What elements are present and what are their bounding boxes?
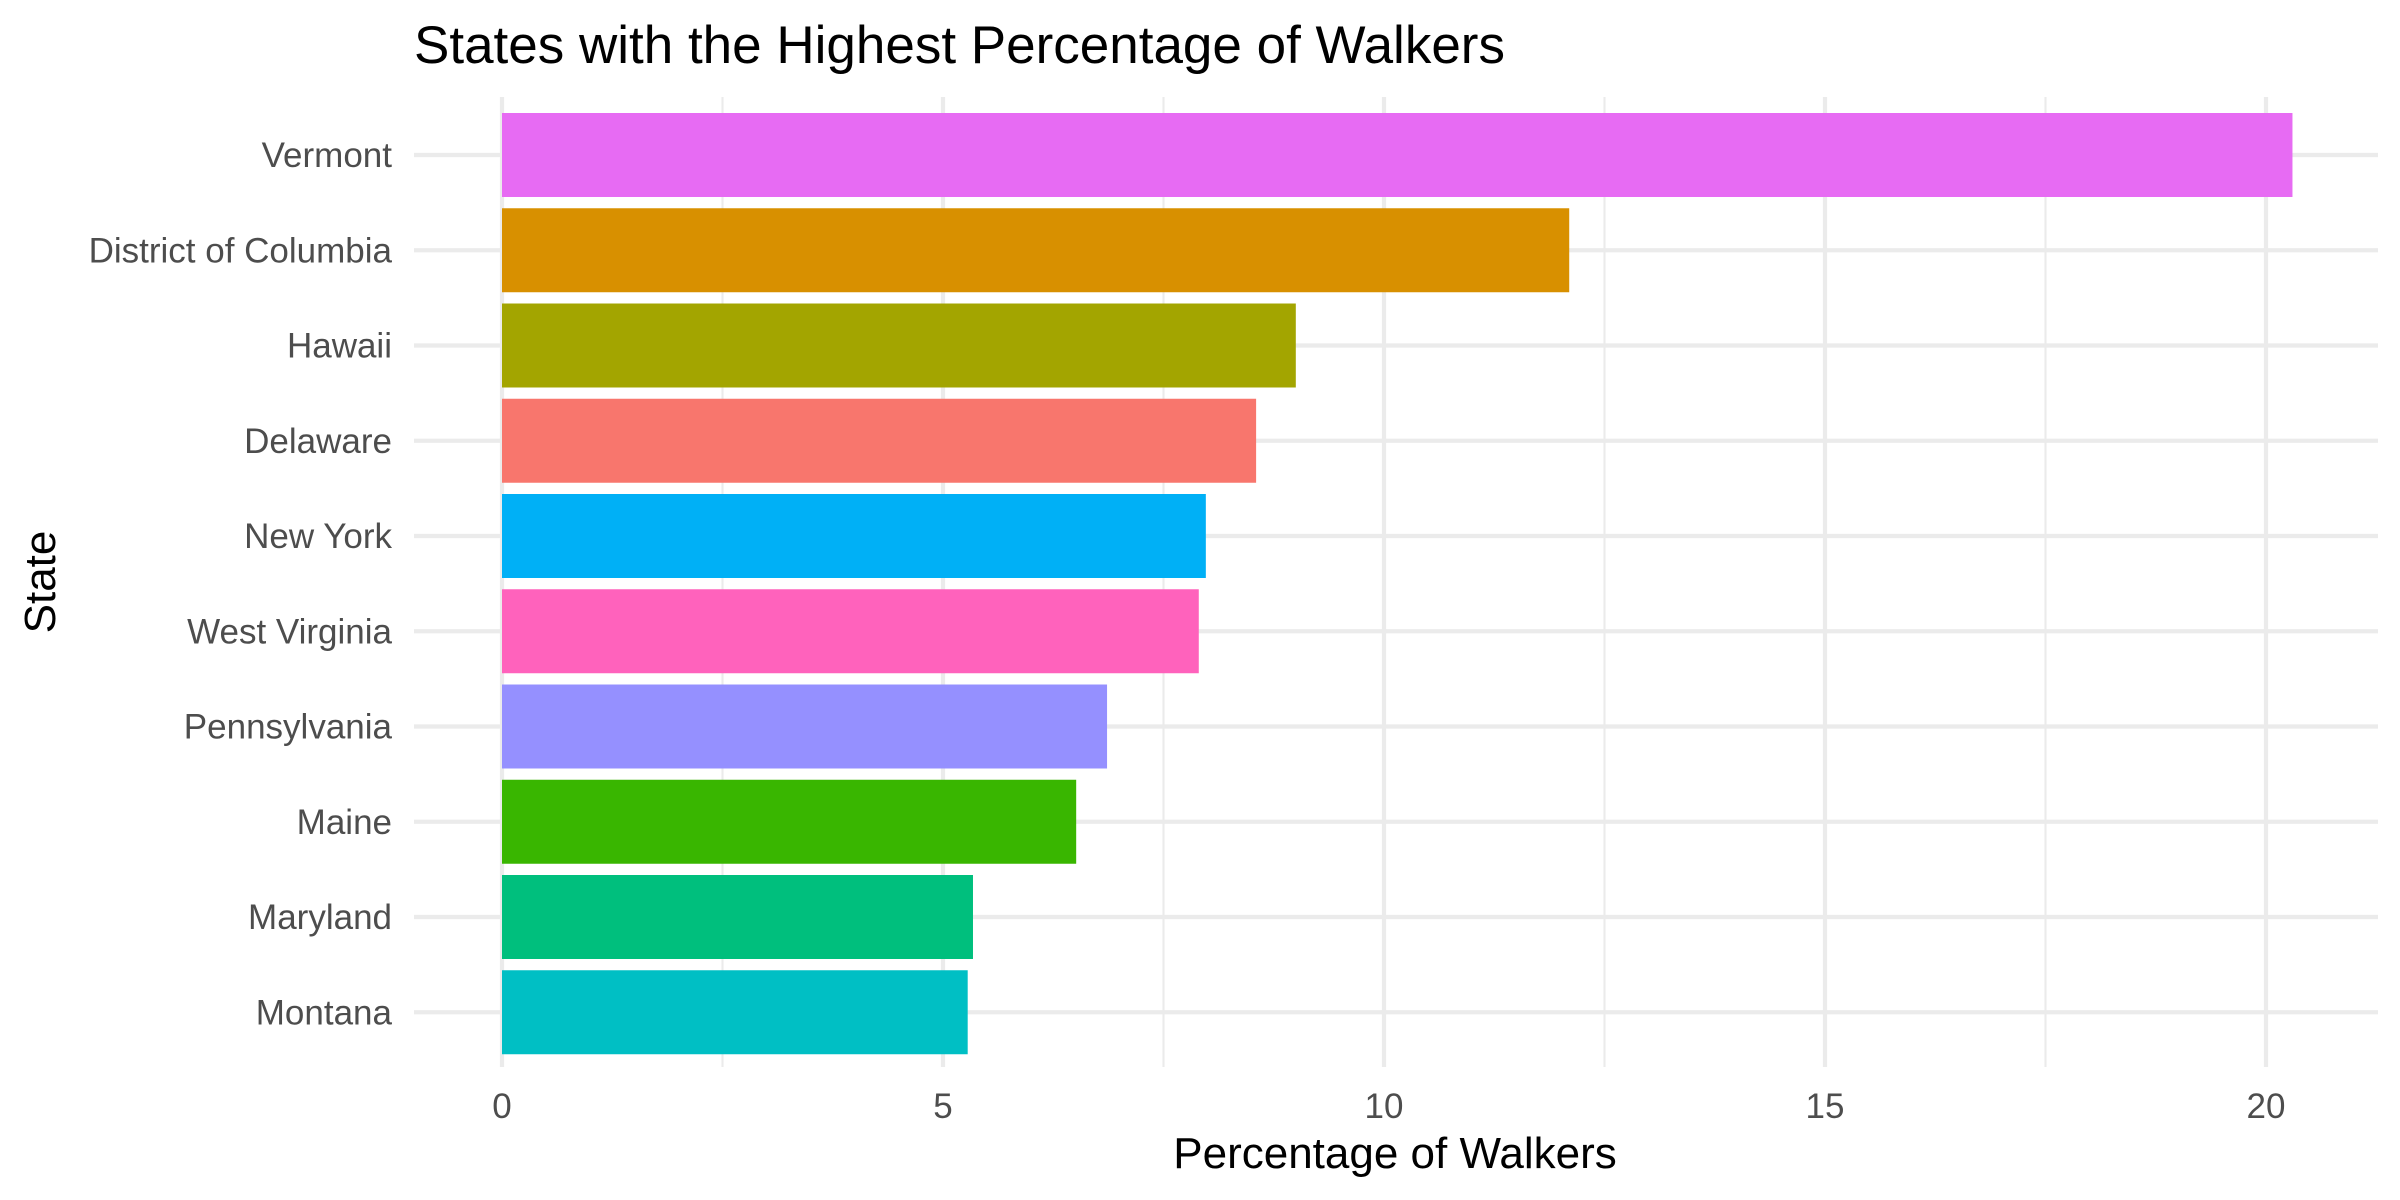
- y-axis-title: State: [16, 531, 65, 634]
- bar-district-of-columbia: [502, 208, 1570, 293]
- y-tick-label: Delaware: [244, 422, 392, 461]
- x-axis-title: Percentage of Walkers: [1173, 1129, 1616, 1178]
- bar-pennsylvania: [502, 684, 1108, 769]
- y-tick-label: Montana: [256, 993, 393, 1032]
- y-tick-label: West Virginia: [187, 612, 392, 651]
- y-tick-label: Vermont: [262, 136, 393, 175]
- bar-new-york: [502, 494, 1206, 578]
- bar-maryland: [502, 875, 973, 959]
- x-tick-label: 10: [1365, 1087, 1404, 1126]
- y-tick-label: Maryland: [248, 898, 392, 937]
- y-tick-label: New York: [244, 517, 392, 556]
- x-tick-label: 20: [2247, 1087, 2286, 1126]
- y-tick-label: Hawaii: [287, 327, 392, 366]
- chart-title: States with the Highest Percentage of Wa…: [414, 16, 1505, 75]
- bar-vermont: [502, 113, 2293, 197]
- x-tick-label: 5: [933, 1087, 952, 1126]
- y-axis-tick-labels: Vermont District of Columbia Hawaii Delawar…: [89, 136, 393, 1032]
- y-tick-label: District of Columbia: [89, 231, 393, 270]
- bar-hawaii: [502, 303, 1296, 388]
- bar-west-virginia: [502, 589, 1199, 674]
- bar-delaware: [502, 398, 1257, 483]
- x-tick-label: 0: [492, 1087, 511, 1126]
- bar-montana: [502, 970, 968, 1055]
- bars: [502, 113, 2293, 1055]
- x-tick-label: 15: [1806, 1087, 1845, 1126]
- x-axis-tick-labels: 0 5 10 15 20: [492, 1087, 2285, 1126]
- bar-maine: [502, 779, 1077, 864]
- y-tick-label: Pennsylvania: [184, 708, 393, 747]
- y-tick-label: Maine: [297, 803, 392, 842]
